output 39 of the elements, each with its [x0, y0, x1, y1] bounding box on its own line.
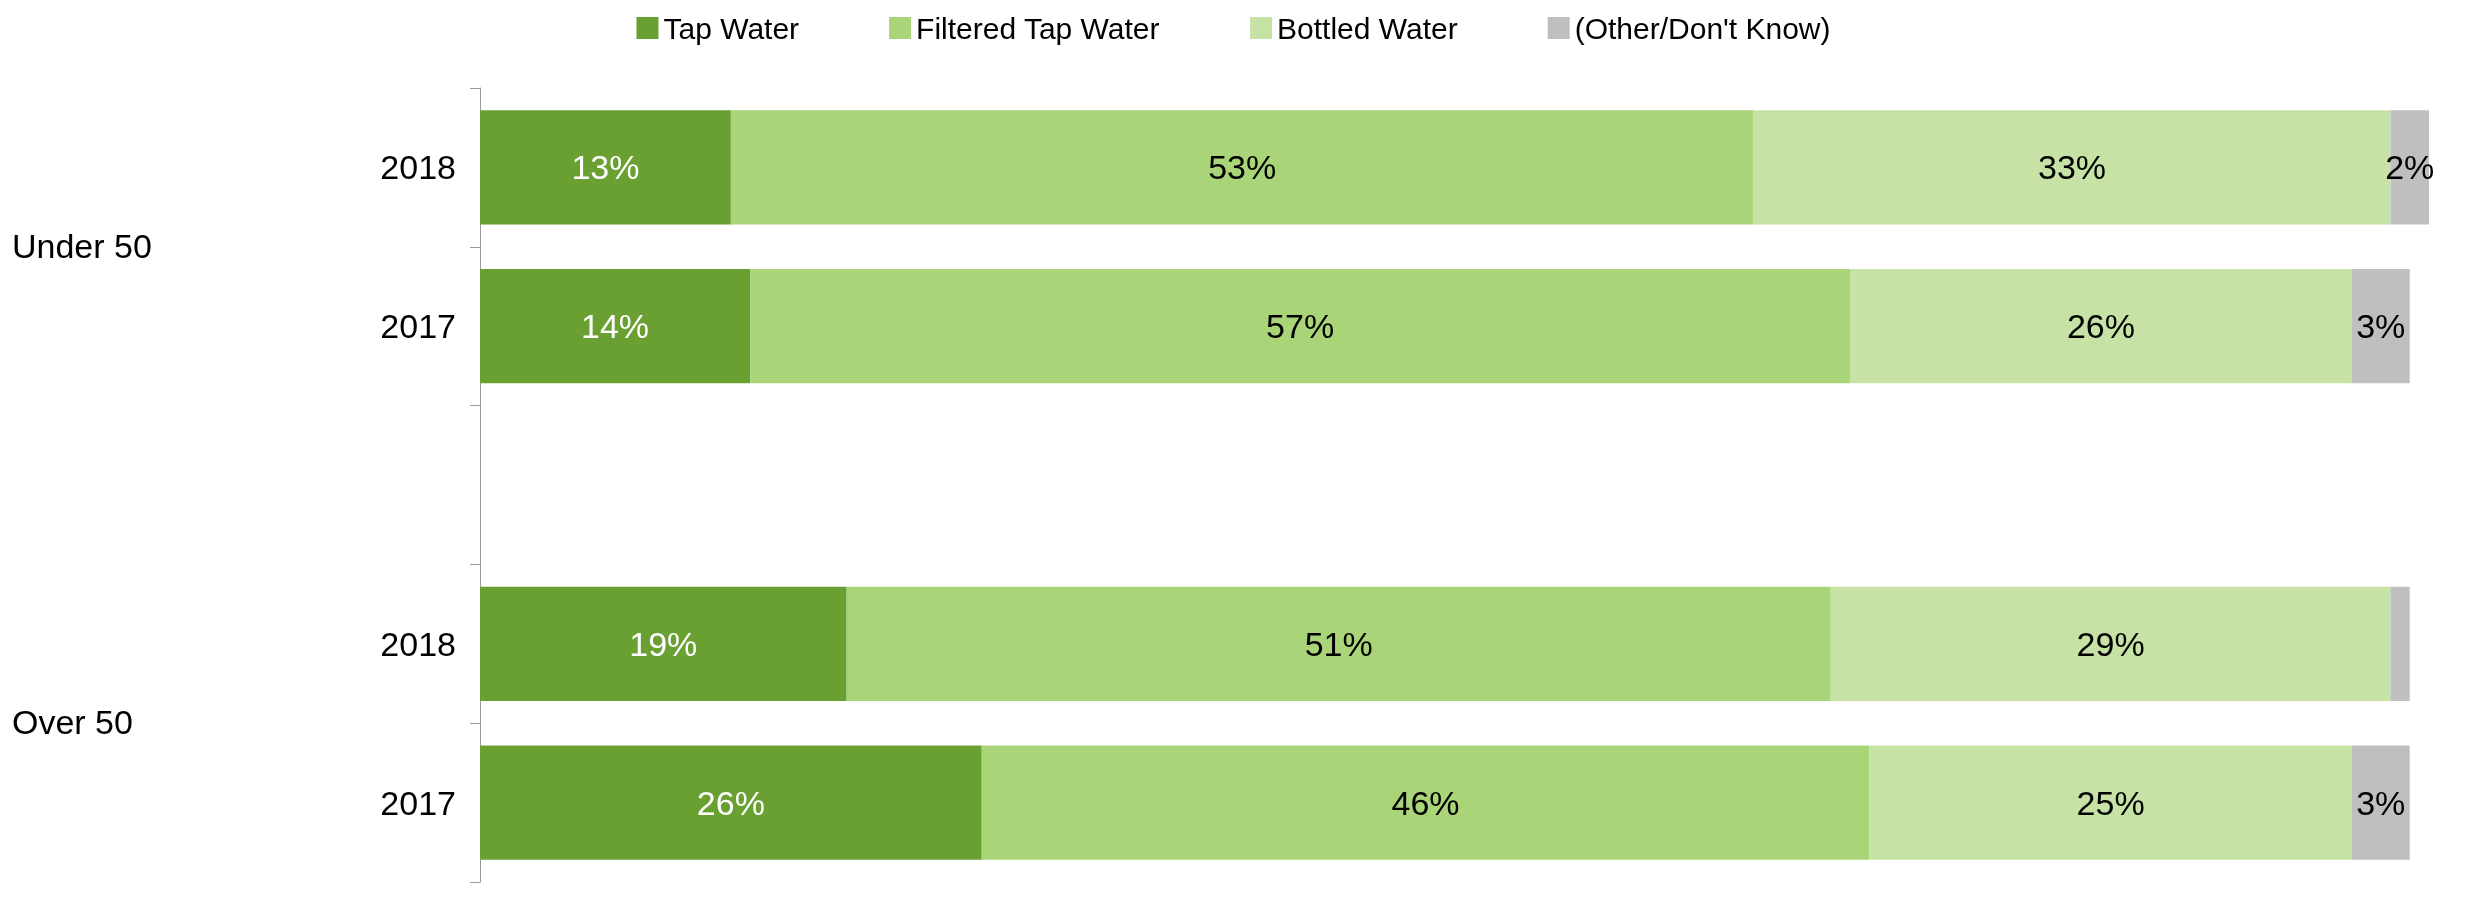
bar — [750, 269, 1851, 384]
data-label: 29% — [2076, 624, 2145, 663]
data-label: 51% — [1304, 624, 1373, 663]
y-tick-label: 2018 — [380, 148, 456, 187]
legend-label: Tap Water — [663, 11, 800, 45]
data-label: 53% — [1208, 148, 1277, 187]
bar — [480, 586, 847, 701]
data-label: 14% — [581, 307, 650, 346]
text: Under 50 — [12, 226, 152, 265]
bar — [730, 110, 1754, 225]
legend-label: (Other/Don't Know) — [1574, 11, 1831, 45]
bar — [480, 110, 731, 225]
data-label: 46% — [1391, 783, 1460, 822]
data-label: 3% — [2356, 307, 2406, 346]
data-label: 3% — [2356, 783, 2406, 822]
data-label: 2% — [2385, 148, 2435, 187]
legend-label: Filtered Tap Water — [916, 11, 1160, 45]
data-label: 57% — [1266, 307, 1335, 346]
bar — [2390, 586, 2410, 701]
text: Over 50 — [12, 703, 133, 742]
bar — [2351, 269, 2410, 384]
bar — [1830, 586, 2391, 701]
data-label: 19% — [629, 624, 698, 663]
data-label: 13% — [571, 148, 640, 187]
data-label: 25% — [2076, 783, 2145, 822]
bar — [1869, 745, 2352, 860]
y-tick-label: 2017 — [380, 783, 456, 822]
bar — [480, 745, 982, 860]
y-tick-label: 2018 — [380, 624, 456, 663]
data-label: 33% — [2037, 148, 2107, 187]
bar — [981, 745, 1870, 860]
data-label: 26% — [696, 783, 765, 822]
bar — [846, 586, 1831, 701]
bar — [480, 269, 751, 384]
y-tick-label: 2017 — [380, 307, 456, 346]
bar — [1850, 269, 2352, 384]
data-label: 26% — [2066, 307, 2135, 346]
bar — [2351, 745, 2410, 860]
legend-label: Bottled Water — [1277, 11, 1458, 45]
